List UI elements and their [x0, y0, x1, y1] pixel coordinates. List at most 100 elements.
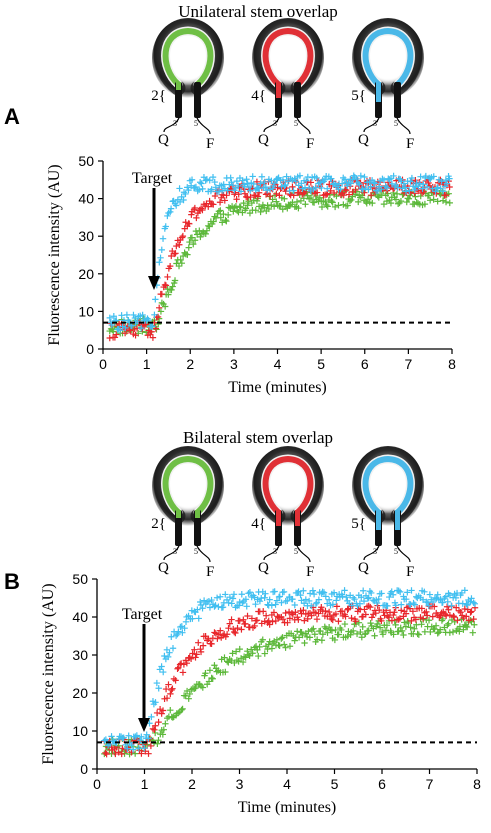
data-point — [158, 246, 165, 254]
data-point — [253, 178, 261, 186]
data-point — [270, 638, 278, 645]
data-point — [192, 183, 200, 191]
data-point — [452, 604, 460, 611]
y-axis-label: Fluorescence intensity (AU) — [40, 583, 57, 764]
data-point — [387, 199, 395, 207]
data-point — [295, 616, 302, 623]
data-point — [430, 196, 437, 203]
data-point — [437, 626, 444, 633]
data-point — [199, 605, 206, 612]
data-point — [169, 685, 176, 692]
end-3-label: 3' — [273, 547, 279, 556]
data-point — [125, 732, 132, 739]
data-point — [442, 198, 450, 206]
data-point — [183, 660, 191, 667]
data-point — [429, 613, 436, 620]
data-point — [286, 615, 294, 622]
data-point — [156, 259, 163, 266]
data-point — [192, 654, 199, 661]
data-point — [110, 313, 118, 320]
data-point — [236, 598, 243, 606]
data-point — [205, 222, 212, 229]
data-point — [421, 628, 429, 636]
data-point — [182, 219, 189, 226]
data-point — [130, 311, 137, 319]
data-point — [406, 187, 413, 194]
data-point — [276, 192, 283, 199]
data-point — [353, 175, 360, 182]
data-point — [439, 615, 447, 623]
data-point — [361, 173, 368, 181]
data-point — [178, 706, 185, 714]
data-point — [342, 187, 350, 194]
data-point — [418, 605, 426, 612]
data-point — [300, 587, 307, 594]
data-point — [392, 196, 400, 203]
data-point — [175, 664, 182, 671]
quencher-label: Q — [158, 560, 169, 576]
data-point — [175, 628, 182, 635]
data-point — [442, 191, 450, 199]
data-point — [138, 324, 145, 332]
data-point — [177, 256, 184, 264]
data-point — [423, 598, 430, 606]
data-point — [162, 685, 170, 693]
data-point — [189, 615, 196, 622]
data-point — [261, 594, 268, 601]
data-point — [437, 612, 444, 619]
data-point — [185, 695, 192, 702]
data-point — [172, 677, 179, 684]
data-point — [332, 626, 339, 634]
data-point — [369, 199, 376, 207]
data-point — [292, 609, 299, 616]
data-point — [213, 594, 221, 601]
data-point — [196, 179, 204, 186]
data-point — [358, 634, 366, 641]
data-point — [399, 185, 406, 192]
probe-overlap-right — [395, 510, 400, 530]
probe-loop — [262, 27, 314, 87]
data-point — [134, 317, 141, 325]
data-point — [432, 622, 440, 629]
data-point — [156, 705, 164, 713]
data-point — [161, 652, 168, 660]
data-point — [386, 593, 393, 601]
data-point — [173, 242, 180, 250]
data-point — [254, 193, 262, 200]
data-point — [206, 667, 214, 674]
data-point — [321, 176, 329, 184]
data-point — [439, 197, 447, 204]
x-tick-label: 2 — [188, 776, 196, 792]
data-point — [225, 624, 232, 632]
data-point — [259, 636, 266, 643]
data-point — [352, 186, 359, 194]
data-point — [270, 182, 277, 190]
data-point — [284, 597, 291, 604]
data-point — [238, 591, 245, 598]
end-5-label: 5' — [194, 547, 200, 556]
data-point — [310, 625, 317, 632]
data-point — [193, 651, 200, 658]
data-point — [111, 334, 119, 341]
data-point — [266, 621, 273, 628]
data-point — [257, 180, 264, 187]
data-point — [245, 590, 252, 597]
data-point — [164, 653, 172, 661]
data-point — [244, 612, 251, 620]
data-point — [275, 641, 282, 649]
data-point — [289, 596, 296, 603]
fluorophore-label: F — [406, 136, 414, 152]
data-point — [384, 190, 391, 197]
probe-tail-right — [196, 545, 211, 563]
x-tick-label: 4 — [274, 356, 282, 372]
data-point — [324, 185, 331, 192]
data-point — [239, 658, 247, 666]
data-point — [211, 192, 219, 200]
data-point — [199, 642, 207, 649]
data-point — [234, 182, 242, 190]
data-point — [411, 186, 418, 194]
data-point — [293, 198, 301, 206]
data-point — [346, 197, 354, 205]
data-point — [153, 709, 161, 717]
panel-a-header: Unilateral stem overlap — [178, 2, 338, 21]
